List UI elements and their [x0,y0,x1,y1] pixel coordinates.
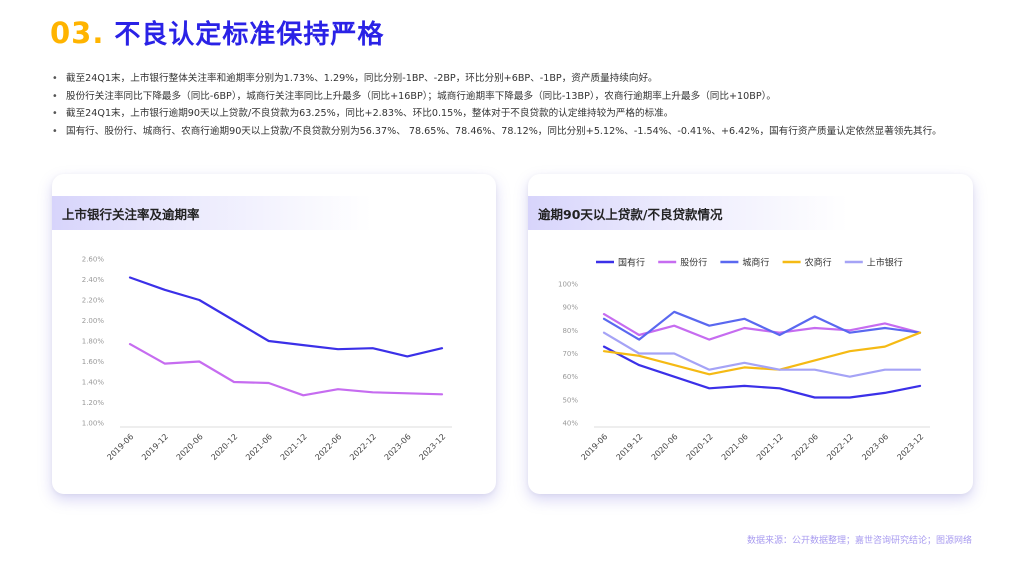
y-tick-label: 2.00% [82,317,105,325]
x-tick-label: 2022-12 [348,432,378,462]
left-card-title: 上市银行关注率及逾期率 [62,206,200,222]
legend-label: 国有行 [618,257,645,269]
y-tick-label: 90% [562,304,578,312]
y-tick-label: 80% [562,327,578,335]
y-tick-label: 50% [562,396,578,404]
summary-bullets: 截至24Q1末，上市银行整体关注率和逾期率分别为1.73%、1.29%，同比分别… [50,70,980,140]
y-tick-label: 70% [562,350,578,358]
legend-label: 上市银行 [867,257,903,269]
legend-label: 城商行 [742,257,769,269]
x-tick-label: 2023-12 [417,432,447,462]
x-tick-label: 2021-12 [279,432,309,462]
legend-label: 农商行 [805,257,832,269]
section-number: 03. [50,16,105,50]
data-source-footer: 数据来源：公开数据整理；嘉世咨询研究结论；图源网络 [746,536,972,546]
x-tick-label: 2019-06 [105,432,135,462]
left-card-header: 上市银行关注率及逾期率 [52,196,372,230]
series-line-4 [602,331,922,376]
legend-label: 股份行 [680,257,707,269]
y-tick-label: 100% [558,281,578,289]
x-tick-label: 2023-06 [860,432,890,462]
x-tick-label: 2021-06 [720,432,750,462]
y-tick-label: 1.80% [82,338,105,346]
x-tick-label: 2019-06 [579,432,609,462]
right-card-header: 逾期90天以上贷款/不良贷款情况 [528,196,848,230]
y-tick-label: 1.60% [82,358,105,366]
bullet-item: 国有行、股份行、城商行、农商行逾期90天以上贷款/不良贷款分别为56.37%、 … [50,123,980,141]
left-chart-card: 上市银行关注率及逾期率 1.00% 1.20% 1.40% 1.60% 1.80% 2.0… [52,174,496,494]
y-tick-label: 2.40% [82,276,105,284]
x-tick-label: 2019-12 [615,432,645,462]
series-line-2 [128,343,444,397]
bullet-item: 股份行关注率同比下降最多（同比-6BP），城商行关注率同比上升最多（同比+16B… [50,88,980,106]
bullet-item: 截至24Q1末，上市银行逾期90天以上贷款/不良贷款为63.25%，同比+2.8… [50,105,980,123]
series-line-5 [602,331,922,378]
y-tick-label: 1.00% [82,420,105,428]
left-line-chart: 1.00% 1.20% 1.40% 1.60% 1.80% 2.00% 2.20% 2.40%… [82,256,452,462]
y-tick-label: 1.40% [82,379,105,387]
y-tick-label: 2.60% [82,256,105,264]
series-line-1 [128,276,444,358]
x-tick-label: 2019-12 [140,432,170,462]
x-tick-label: 2020-12 [209,432,239,462]
x-tick-label: 2021-06 [244,432,274,462]
section-title: 不良认定标准保持严格 [114,20,385,50]
y-tick-label: 40% [562,420,578,428]
y-tick-label: 60% [562,373,578,381]
x-tick-label: 2020-06 [175,432,205,462]
series-line-1 [602,345,922,399]
x-tick-label: 2022-12 [825,432,855,462]
right-line-chart: 40%50%60%70%80%90%100%2019-06 2019-12 2020… [558,257,930,462]
y-tick-label: 1.20% [82,399,105,407]
x-tick-label: 2023-06 [383,432,413,462]
series-line-3 [602,310,922,341]
x-tick-label: 2022-06 [790,432,820,462]
x-tick-label: 2022-06 [313,432,343,462]
page-title: 03. 不良认定标准保持严格 [50,14,384,54]
right-chart-card: 逾期90天以上贷款/不良贷款情况 40% 50% 60% 70% 80% 90% 100% 2… [528,174,973,494]
bullet-item: 截至24Q1末，上市银行整体关注率和逾期率分别为1.73%、1.29%，同比分别… [50,70,980,88]
x-tick-label: 2020-06 [650,432,680,462]
series-line-2 [602,313,922,341]
x-tick-label: 2023-12 [895,432,925,462]
x-tick-label: 2021-12 [755,432,785,462]
right-card-title: 逾期90天以上贷款/不良贷款情况 [538,206,723,222]
y-tick-label: 2.20% [82,297,105,305]
x-tick-label: 2020-12 [685,432,715,462]
